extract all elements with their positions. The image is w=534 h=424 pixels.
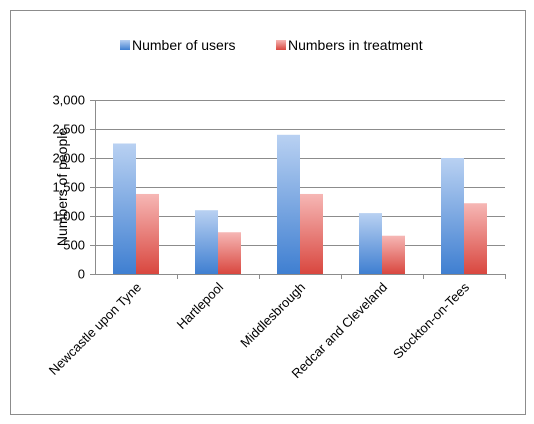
y-tick-label: 0 xyxy=(78,267,85,282)
legend-label: Numbers in treatment xyxy=(288,37,423,53)
bar-treatment xyxy=(136,193,159,274)
legend-swatch xyxy=(276,40,286,50)
y-tick-label: 2,500 xyxy=(52,122,85,137)
x-axis-ticks: Newcastle upon Tyne Hartlepool Middlesbrou… xyxy=(46,274,506,381)
legend: Number of users Numbers in treatment xyxy=(120,37,423,53)
y-tick-label: 500 xyxy=(63,238,85,253)
legend-label: Number of users xyxy=(132,37,235,53)
bar-users xyxy=(195,210,218,274)
bar-users xyxy=(113,143,136,274)
x-tick-label: Middlesbrough xyxy=(237,280,308,351)
bar-users xyxy=(441,158,464,274)
bar-treatment xyxy=(300,193,323,274)
bar-users xyxy=(277,134,300,274)
bar-users xyxy=(359,213,382,274)
x-tick-label: Stockton-on-Tees xyxy=(390,279,472,361)
y-axis-title: Numbers of people xyxy=(54,128,70,247)
bar-treatment xyxy=(382,235,405,274)
legend-swatch xyxy=(120,40,130,50)
chart-border xyxy=(10,10,526,415)
x-tick-label: Redcar and Cleveland xyxy=(289,280,391,382)
bars xyxy=(113,134,487,274)
x-tick-label: Newcastle upon Tyne xyxy=(46,280,144,378)
y-axis-ticks: 0 500 1,000 1,500 2,000 2,500 3,000 xyxy=(52,93,85,282)
y-tick-label: 2,000 xyxy=(52,151,85,166)
bar-treatment xyxy=(464,203,487,274)
y-tick-label: 1,500 xyxy=(52,180,85,195)
y-tick-label: 3,000 xyxy=(52,93,85,108)
bar-treatment xyxy=(218,232,241,274)
x-tick-label: Hartlepool xyxy=(174,279,227,332)
y-tick-label: 1,000 xyxy=(52,209,85,224)
